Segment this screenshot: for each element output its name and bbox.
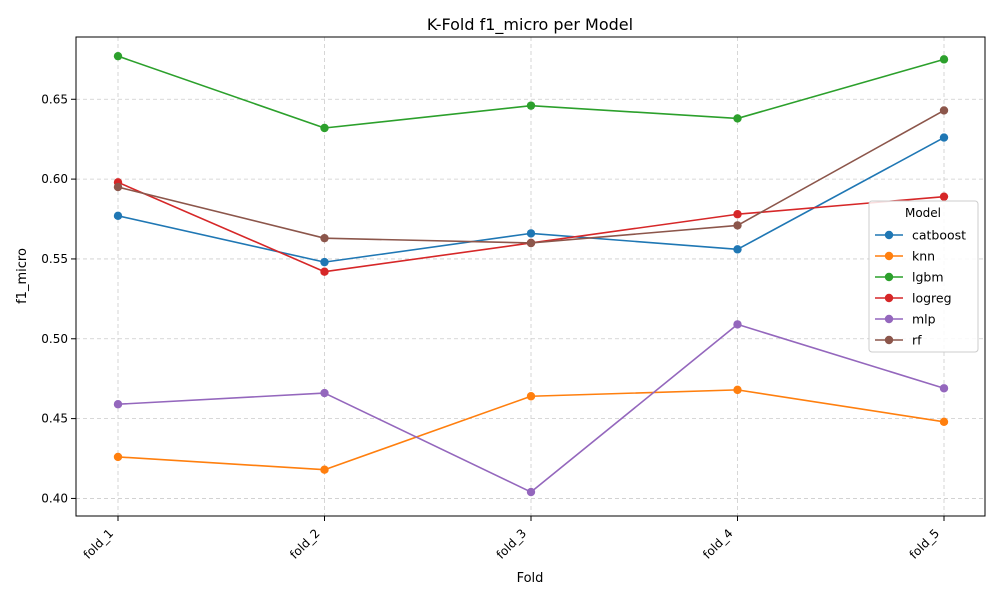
legend-marker (884, 293, 894, 303)
legend-item-logreg: logreg (875, 291, 952, 306)
data-point-logreg (320, 267, 329, 276)
data-point-knn (320, 465, 329, 474)
legend-box (868, 200, 979, 353)
data-point-lgbm (939, 55, 949, 64)
data-point-catboost (939, 133, 949, 142)
data-point-rf (939, 106, 949, 115)
y-tick-label: 0.65 (41, 92, 68, 106)
legend-title: Model (905, 206, 941, 220)
data-point-lgbm (526, 101, 536, 110)
series-knn (113, 385, 949, 474)
data-point-catboost (526, 229, 536, 238)
data-point-catboost (113, 211, 123, 221)
y-tick-label: 0.40 (41, 491, 68, 505)
chart-title: K-Fold f1_micro per Model (427, 15, 633, 35)
legend-item-catboost: catboost (875, 228, 966, 243)
legend-item-mlp: mlp (875, 312, 936, 327)
y-tick-label: 0.60 (41, 172, 68, 186)
series-rf (113, 106, 949, 248)
data-point-knn (733, 385, 742, 395)
legend-marker (884, 335, 894, 345)
series-lgbm (113, 51, 949, 133)
x-axis-label: Fold (517, 571, 544, 586)
data-point-mlp (113, 400, 123, 409)
data-point-catboost (733, 245, 742, 254)
y-tick-label: 0.45 (41, 412, 68, 426)
data-point-lgbm (113, 51, 123, 61)
y-axis-label: f1_micro (15, 248, 30, 304)
y-tick-label: 0.50 (41, 332, 68, 346)
y-tick-label: 0.55 (41, 252, 68, 266)
data-point-rf (113, 182, 123, 192)
legend-label: logreg (912, 291, 952, 306)
legend-marker (884, 251, 894, 261)
legend-marker (884, 272, 894, 282)
legend: Model catboost knn lgbm logreg mlp rf (868, 200, 979, 353)
legend-item-lgbm: lgbm (875, 270, 944, 285)
data-point-mlp (320, 388, 329, 398)
data-point-rf (320, 233, 329, 243)
data-point-mlp (733, 320, 742, 329)
data-point-lgbm (320, 123, 329, 133)
legend-items: catboost knn lgbm logreg mlp rf (875, 228, 966, 348)
data-point-logreg (939, 192, 949, 201)
series-lines (113, 51, 949, 497)
series-catboost (113, 133, 949, 267)
legend-label: lgbm (912, 270, 944, 285)
legend-marker (884, 314, 894, 324)
data-point-lgbm (733, 114, 742, 123)
data-point-knn (939, 417, 949, 426)
data-point-knn (113, 452, 123, 462)
legend-item-knn: knn (875, 249, 935, 264)
legend-label: knn (912, 249, 935, 264)
series-mlp (113, 320, 949, 497)
data-point-mlp (526, 487, 536, 497)
legend-item-rf: rf (875, 333, 922, 348)
legend-label: rf (912, 333, 922, 348)
data-point-rf (733, 221, 742, 230)
data-point-catboost (320, 257, 329, 267)
data-point-rf (526, 238, 536, 248)
data-point-knn (526, 392, 536, 401)
data-point-logreg (733, 210, 742, 219)
legend-marker (884, 230, 894, 240)
legend-label: mlp (912, 312, 936, 327)
data-point-mlp (939, 384, 949, 393)
legend-label: catboost (912, 228, 966, 243)
